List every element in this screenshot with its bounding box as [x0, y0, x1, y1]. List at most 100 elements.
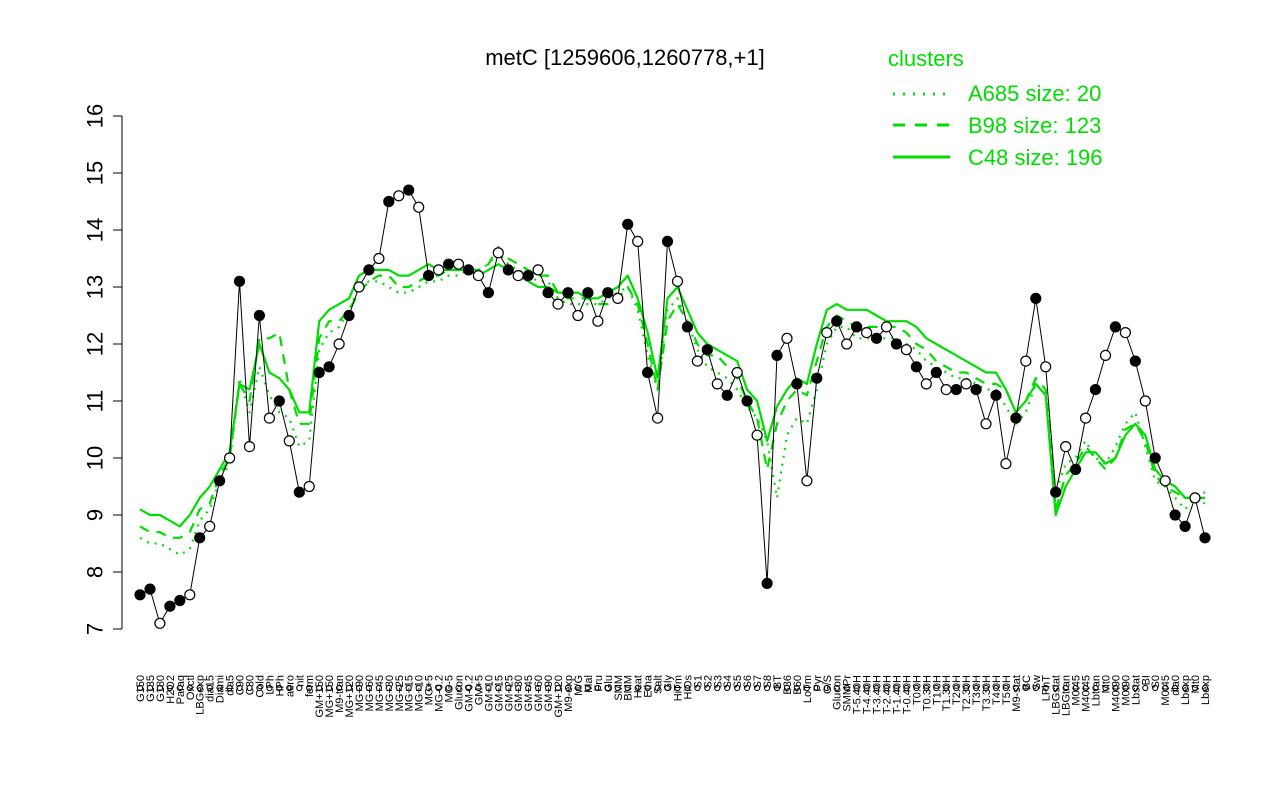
x-tick-label: Pyr — [812, 675, 824, 692]
x-tick-label: Glu — [603, 675, 615, 692]
x-tick-mark — [754, 684, 761, 692]
x-tick-mark — [1072, 684, 1079, 692]
data-line — [139, 189, 1206, 625]
x-tick-label: ferm — [304, 675, 316, 697]
data-point — [950, 384, 962, 396]
x-tick-mark — [734, 684, 741, 692]
x-tick-mark — [345, 684, 353, 692]
x-tick-label: HiOs — [682, 675, 694, 700]
x-tick-mark — [1082, 684, 1089, 692]
data-point — [1069, 463, 1082, 475]
data-point — [930, 366, 942, 379]
data-point — [224, 452, 236, 464]
x-tick-label: Lbstat — [1130, 675, 1142, 705]
series-line-1 — [139, 251, 1206, 557]
data-point — [1149, 452, 1161, 464]
y-tick-label: 13 — [83, 275, 108, 299]
x-tick-label: MG+15 — [404, 675, 416, 711]
x-tick-mark — [355, 684, 363, 692]
x-tick-label: LoTm — [802, 675, 814, 703]
data-point — [184, 589, 196, 601]
x-tick-label: Fru — [593, 675, 605, 692]
data-point — [144, 583, 156, 595]
x-tick-mark — [156, 684, 163, 692]
data-point — [880, 321, 893, 333]
x-tick-label: GM+60 — [533, 675, 545, 711]
x-tick-mark — [654, 684, 661, 692]
x-tick-label: M40t90 — [1110, 675, 1122, 712]
x-tick-label: M0t90 — [1120, 675, 1132, 706]
x-tick-mark — [783, 684, 791, 692]
x-tick-label: T0.30H — [921, 675, 933, 711]
x-tick-label: HiTm — [673, 675, 685, 701]
x-tick-mark — [933, 684, 940, 692]
data-point — [1119, 327, 1132, 339]
data-point — [572, 309, 584, 322]
data-point — [373, 252, 385, 265]
data-point — [751, 429, 763, 441]
x-tick-mark — [1012, 684, 1020, 692]
data-point — [1050, 486, 1062, 498]
data-point — [462, 264, 475, 276]
x-tick-label: HPh — [274, 675, 286, 696]
y-tick-label: 12 — [83, 332, 108, 356]
data-point — [741, 395, 753, 407]
x-tick-mark — [316, 684, 323, 692]
x-tick-mark — [913, 684, 920, 692]
x-tick-label: B36 — [782, 675, 794, 695]
x-tick-label: Lbtran — [1091, 675, 1103, 706]
x-tick-mark — [973, 684, 980, 692]
data-point — [910, 361, 923, 373]
legend-label-c48: C48 size: 196 — [968, 145, 1103, 170]
data-point — [472, 270, 484, 282]
x-tick-mark — [793, 684, 801, 692]
x-tick-mark — [1132, 684, 1139, 692]
data-point — [860, 327, 873, 339]
x-tick-label: M9-exp — [563, 675, 575, 712]
x-tick-mark — [873, 684, 880, 692]
x-tick-label: T1.0H — [931, 675, 943, 705]
data-point — [512, 270, 524, 282]
x-tick-mark — [773, 684, 781, 692]
x-tick-label: GM+30 — [513, 675, 525, 711]
data-point — [433, 264, 445, 276]
x-tick-mark — [1092, 684, 1099, 692]
x-tick-mark — [943, 684, 950, 692]
data-point — [831, 315, 843, 327]
x-tick-label: Mal — [583, 675, 595, 693]
x-tick-mark — [1182, 684, 1189, 692]
x-tick-label: nit — [294, 675, 306, 687]
x-tick-mark — [206, 684, 213, 692]
x-tick-label: GM+25 — [503, 675, 515, 711]
data-point — [1060, 441, 1072, 453]
x-tick-mark — [485, 684, 492, 692]
x-tick-label: S7 — [752, 675, 764, 688]
x-tick-mark — [614, 684, 621, 692]
data-point — [791, 378, 803, 390]
x-tick-label: M/G — [573, 675, 585, 696]
x-tick-mark — [375, 684, 382, 692]
x-tick-mark — [992, 684, 1000, 692]
x-tick-label: GM+90 — [543, 675, 555, 711]
x-tick-label: G180 — [155, 675, 167, 702]
x-tick-label: T3.0H — [971, 675, 983, 705]
points-layer — [134, 184, 1211, 629]
x-tick-label: SMMPr — [842, 675, 854, 712]
x-tick-mark — [694, 684, 701, 692]
x-tick-label: MG+150 — [324, 675, 336, 718]
data-point — [243, 441, 256, 453]
y-tick-label: 11 — [83, 390, 108, 413]
x-tick-label: MG+60 — [364, 675, 376, 711]
x-tick-label: T2.30H — [961, 675, 973, 711]
x-tick-label: GM+150 — [314, 675, 326, 718]
data-point — [1199, 532, 1211, 544]
x-tick-mark — [1052, 684, 1059, 692]
data-point — [552, 298, 564, 310]
x-tick-label: B60 — [792, 675, 804, 695]
x-tick-label: Lbexp — [1180, 675, 1192, 705]
data-point — [612, 292, 624, 304]
x-tick-mark — [1062, 684, 1069, 692]
data-point — [731, 366, 743, 379]
x-tick-mark — [1152, 684, 1159, 692]
x-tick-label: GM+5 — [473, 675, 485, 705]
